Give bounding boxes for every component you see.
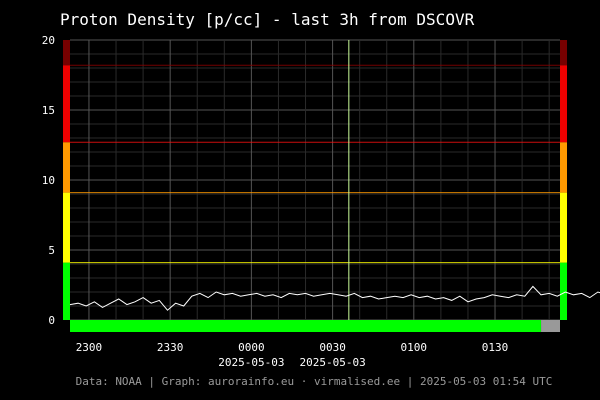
side-band-left — [63, 192, 70, 263]
x-tick-date-label: 2025-05-03 — [299, 356, 365, 369]
side-band-right — [560, 65, 567, 143]
plot-area: 0 5 10 15 20 2300 2330 0000 2025-05-03 0030 2025-0… — [42, 34, 600, 369]
y-tick-label: 0 — [48, 314, 55, 327]
side-band-left — [63, 40, 70, 66]
side-band-right — [560, 142, 567, 193]
y-tick-label: 5 — [48, 244, 55, 257]
x-tick-label: 2330 — [157, 341, 184, 354]
x-tick-label: 0130 — [482, 341, 509, 354]
x-tick-label: 0030 — [319, 341, 346, 354]
side-band-right — [560, 40, 567, 66]
side-band-left — [63, 262, 70, 320]
status-bar-segment — [70, 320, 542, 332]
y-tick-label: 10 — [42, 174, 55, 187]
y-tick-label: 15 — [42, 104, 55, 117]
y-tick-label: 20 — [42, 34, 55, 47]
side-band-right — [560, 192, 567, 263]
x-tick-label: 0100 — [401, 341, 428, 354]
footer-credits: Data: NOAA | Graph: aurorainfo.eu · virm… — [76, 375, 553, 388]
side-band-right — [560, 262, 567, 320]
status-bar-segment — [541, 320, 560, 332]
side-band-left — [63, 142, 70, 193]
x-tick-label: 2300 — [76, 341, 103, 354]
proton-density-line — [69, 285, 600, 311]
x-tick-label: 0000 — [238, 341, 265, 354]
side-band-left — [63, 65, 70, 143]
x-tick-date-label: 2025-05-03 — [218, 356, 284, 369]
chart-title: Proton Density [p/cc] - last 3h from DSC… — [60, 10, 475, 29]
